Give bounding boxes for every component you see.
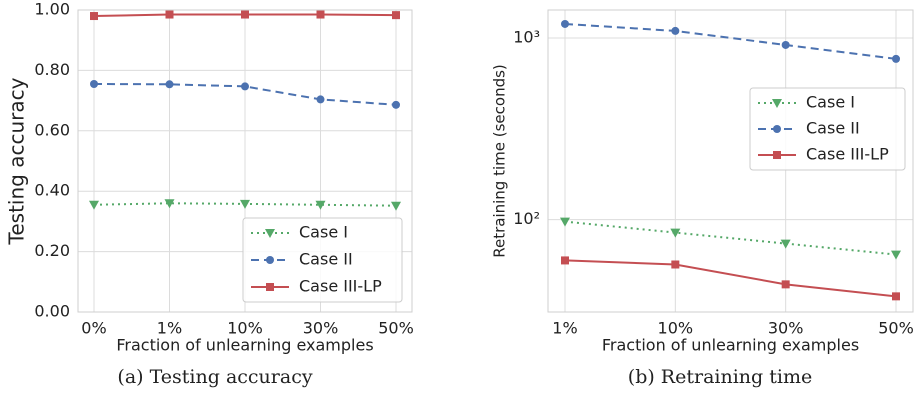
- caption: (b) Retraining time: [628, 366, 812, 388]
- x-tick-label: 1%: [552, 319, 577, 338]
- marker: [241, 82, 249, 91]
- marker: [266, 283, 274, 291]
- x-tick-label: 10%: [658, 319, 694, 338]
- marker: [240, 199, 250, 209]
- x-tick-label: 1%: [157, 319, 182, 338]
- marker: [780, 239, 791, 249]
- marker: [315, 200, 326, 210]
- legend-label: Case I: [806, 93, 855, 112]
- legend-label: Case III-LP: [299, 277, 382, 296]
- marker: [772, 99, 782, 108]
- y-tick-label: 0.80: [34, 60, 70, 79]
- y-tick-label: 0.40: [34, 181, 70, 200]
- marker: [265, 229, 275, 238]
- x-tick-label: 0%: [81, 319, 106, 338]
- marker: [781, 280, 790, 289]
- marker: [90, 79, 98, 88]
- marker: [670, 228, 681, 238]
- y-axis-label: Retraining time (seconds): [491, 64, 509, 258]
- marker: [671, 260, 680, 269]
- marker: [266, 256, 274, 264]
- y-tick-label: 10³: [513, 27, 540, 46]
- marker: [892, 54, 900, 63]
- x-tick-label: 10%: [227, 319, 263, 338]
- y-axis-label: Testing accuracy: [5, 77, 29, 245]
- y-tick-label: 0.60: [34, 120, 70, 139]
- marker: [773, 151, 781, 159]
- marker: [392, 11, 400, 20]
- series-line: [564, 220, 897, 256]
- marker: [241, 10, 249, 19]
- marker: [316, 10, 325, 19]
- marker: [90, 12, 98, 21]
- series-line: [564, 22, 897, 60]
- marker: [773, 125, 781, 133]
- x-axis-label: Fraction of unlearning examples: [602, 336, 859, 355]
- legend-box: [242, 217, 403, 303]
- marker: [891, 250, 901, 260]
- legend-box: [749, 87, 906, 171]
- caption: (a) Testing accuracy: [117, 366, 312, 388]
- x-tick-label: 50%: [878, 319, 914, 338]
- series-line: [564, 259, 897, 298]
- marker: [391, 201, 401, 211]
- x-tick-label: 30%: [768, 319, 804, 338]
- y-tick-label: 0.00: [34, 302, 70, 321]
- marker: [781, 40, 790, 49]
- marker: [561, 256, 569, 265]
- marker: [316, 95, 325, 104]
- y-tick-label: 1.00: [34, 0, 70, 19]
- x-axis-label: Fraction of unlearning examples: [116, 336, 373, 355]
- y-tick-label: 10²: [513, 209, 540, 228]
- legend-label: Case III-LP: [806, 145, 889, 164]
- plot-frame: [77, 9, 413, 313]
- marker: [892, 292, 900, 301]
- plot-frame: [547, 9, 914, 313]
- marker: [392, 100, 400, 109]
- marker: [561, 19, 569, 28]
- marker: [165, 80, 174, 89]
- legend-label: Case II: [806, 119, 860, 138]
- series-line: [93, 82, 397, 106]
- y-tick-label: 0.20: [34, 241, 70, 260]
- x-tick-label: 50%: [378, 319, 414, 338]
- marker: [165, 10, 174, 19]
- marker: [89, 200, 99, 210]
- legend-label: Case I: [299, 223, 348, 242]
- x-tick-label: 30%: [303, 319, 339, 338]
- marker: [164, 199, 175, 209]
- legend-label: Case II: [299, 250, 353, 269]
- marker: [671, 26, 680, 35]
- marker: [560, 217, 570, 227]
